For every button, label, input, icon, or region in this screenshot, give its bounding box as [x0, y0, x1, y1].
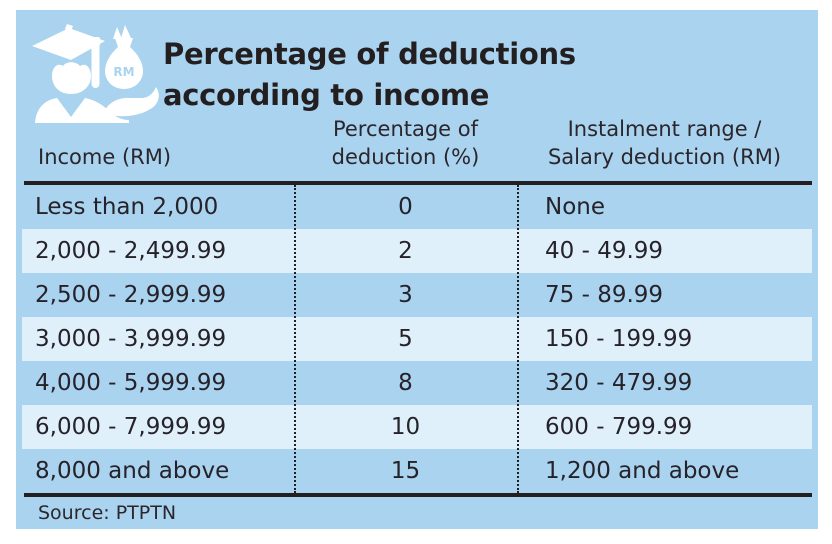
cell-income: 2,000 - 2,499.99: [35, 238, 227, 264]
bag-ribbon-right-shape: [121, 25, 131, 38]
cell-instalment: 320 - 479.99: [545, 370, 693, 396]
column-header-instalment: Instalment range / Salary deduction (RM): [517, 115, 812, 171]
source-label: Source: PTPTN: [38, 502, 177, 524]
column-header-percentage: Percentage of deduction (%): [294, 115, 517, 171]
column-header-percentage-line2: deduction (%): [331, 145, 480, 169]
cell-income: 8,000 and above: [35, 458, 230, 484]
bag-ribbon-left-shape: [113, 27, 122, 39]
bag-neck-shape: [115, 38, 133, 47]
table-row: 2,500 - 2,999.99 3 75 - 89.99: [22, 273, 812, 317]
table-top-rule: [24, 181, 812, 185]
cell-instalment: 1,200 and above: [545, 458, 740, 484]
table-bottom-rule: [24, 493, 812, 497]
money-bag-icon: [105, 47, 143, 89]
tassel-icon: [91, 42, 100, 88]
cell-income: 4,000 - 5,999.99: [35, 370, 227, 396]
column-header-instalment-line2: Salary deduction (RM): [547, 145, 782, 169]
cell-income: Less than 2,000: [35, 194, 219, 220]
cell-percentage: 15: [390, 458, 421, 484]
table-body: Less than 2,000 0 None 2,000 - 2,499.99 …: [22, 185, 812, 493]
cell-instalment: 75 - 89.99: [545, 282, 664, 308]
cell-percentage: 2: [398, 238, 413, 264]
table-row: 2,000 - 2,499.99 2 40 - 49.99: [22, 229, 812, 273]
table-row: 3,000 - 3,999.99 5 150 - 199.99: [22, 317, 812, 361]
page-title: Percentage of deductions according to in…: [163, 34, 576, 116]
cell-income: 6,000 - 7,999.99: [35, 414, 227, 440]
cell-instalment: 150 - 199.99: [545, 326, 693, 352]
graduate-head-shape: [52, 62, 91, 94]
title-line-1: Percentage of deductions: [163, 37, 576, 71]
cell-instalment: 40 - 49.99: [545, 238, 664, 264]
cell-percentage: 3: [398, 282, 413, 308]
column-header-instalment-line1: Instalment range /: [567, 117, 762, 141]
cell-percentage: 5: [398, 326, 413, 352]
graduate-money-icon: RM: [32, 24, 159, 123]
cell-income: 3,000 - 3,999.99: [35, 326, 227, 352]
table-row: Less than 2,000 0 None: [22, 185, 812, 229]
cell-instalment: 600 - 799.99: [545, 414, 693, 440]
table-row: 8,000 and above 15 1,200 and above: [22, 449, 812, 493]
cell-percentage: 10: [390, 414, 421, 440]
graduate-body-shape: [35, 98, 129, 123]
cell-percentage: 8: [398, 370, 413, 396]
column-header-income: Income (RM): [38, 145, 172, 169]
graduation-cap-icon: [32, 28, 105, 60]
open-hand-icon: [104, 87, 159, 117]
infographic-panel: RM Percentage of deductions according to…: [16, 10, 818, 529]
table-row: 6,000 - 7,999.99 10 600 - 799.99: [22, 405, 812, 449]
cell-percentage: 0: [398, 194, 413, 220]
money-bag-rm-label: RM: [113, 65, 134, 79]
cell-instalment: None: [545, 194, 606, 220]
title-line-2: according to income: [163, 78, 490, 112]
column-divider-2: [517, 185, 519, 493]
column-divider-1: [294, 185, 296, 493]
column-header-percentage-line1: Percentage of: [332, 117, 479, 141]
cell-income: 2,500 - 2,999.99: [35, 282, 227, 308]
table-row: 4,000 - 5,999.99 8 320 - 479.99: [22, 361, 812, 405]
